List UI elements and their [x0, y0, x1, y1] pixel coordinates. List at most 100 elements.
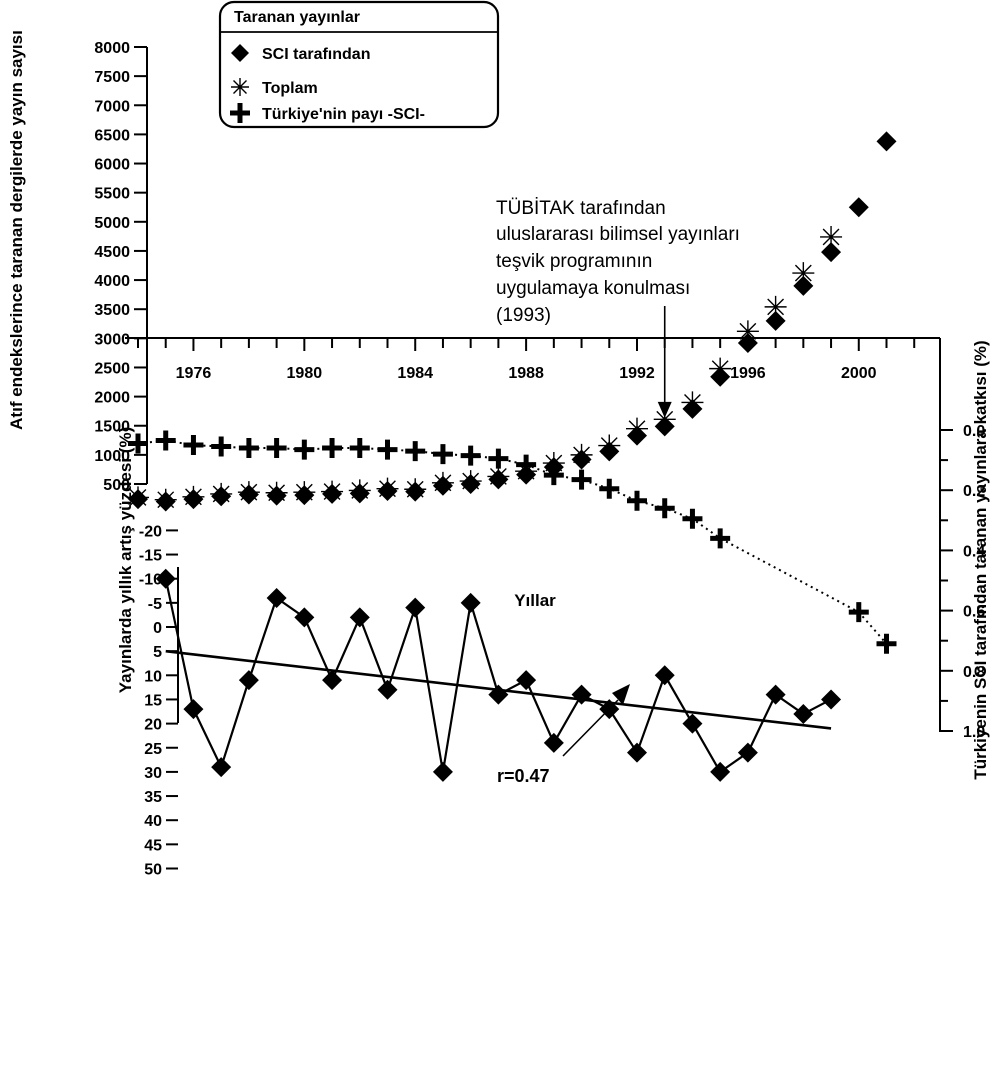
- trendline-r-label: r=0.47: [497, 766, 550, 786]
- turkiye-share-point: [543, 465, 564, 486]
- bottom-y-tick-label: 50: [144, 862, 162, 879]
- growth-point: [266, 588, 287, 609]
- bottom-y-axis-title: Yayınlarda yıllık artış yüzdesi (%): [116, 427, 135, 693]
- top-y-tick-label: 3000: [94, 331, 130, 348]
- sci-point: [294, 485, 315, 506]
- growth-point: [516, 670, 537, 691]
- x-axis-title: Yıllar: [514, 591, 556, 610]
- marker-layer: [127, 131, 897, 782]
- growth-point: [710, 761, 731, 782]
- sci-point: [848, 197, 869, 218]
- growth-point: [821, 689, 842, 710]
- turkiye-share-point: [710, 528, 731, 549]
- top-y-tick-label: 3500: [94, 302, 130, 319]
- top-y-tick-label: 5000: [94, 215, 130, 232]
- legend-entry-toplam: Toplam: [262, 80, 318, 97]
- turkiye-share-point: [460, 445, 481, 466]
- top-y-tick-label: 2000: [94, 390, 130, 407]
- sci-point: [821, 242, 842, 263]
- sci-point: [571, 449, 592, 470]
- legend-entry-turkiye-payi: Türkiye'nin payı -SCI-: [262, 106, 425, 123]
- sci-point: [516, 464, 537, 485]
- right-y-tick-label: 0.6: [963, 604, 985, 621]
- turkiye-share-point: [405, 441, 426, 462]
- bottom-y-tick-label: 35: [144, 789, 162, 806]
- bottom-y-tick-label: 20: [144, 717, 162, 734]
- right-y-tick-label: 0.0: [963, 423, 985, 440]
- growth-point: [405, 597, 426, 618]
- top-y-tick-label: 6000: [94, 157, 130, 174]
- turkiye-share-point: [876, 633, 897, 654]
- sci-point: [654, 416, 675, 437]
- sci-point: [349, 483, 370, 504]
- turkiye-share-point: [238, 438, 259, 459]
- sci-point: [322, 483, 343, 504]
- top-left-y-ticks: 500 1000 1500 2000 2500 3000 3500 4000 4500 5000 5…: [94, 40, 147, 494]
- growth-point: [322, 670, 343, 691]
- growth-point: [682, 713, 703, 734]
- growth-point: [183, 699, 204, 720]
- growth-point: [571, 684, 592, 705]
- annotation-line-3: teşvik programının: [496, 251, 652, 272]
- turkiye-share-point: [627, 490, 647, 511]
- sci-point: [266, 485, 287, 506]
- growth-point: [294, 607, 315, 628]
- toplam-point: [820, 225, 843, 248]
- sci-point: [155, 491, 176, 512]
- bottom-y-tick-label: 5: [153, 644, 162, 661]
- growth-point: [460, 592, 481, 613]
- top-y-tick-label: 1000: [94, 448, 130, 465]
- growth-point: [488, 684, 509, 705]
- growth-point: [211, 757, 232, 778]
- sci-point: [765, 310, 786, 331]
- turkiye-share-line: [137, 439, 888, 645]
- sci-point: [238, 484, 259, 505]
- right-y-tick-label: 0.8: [963, 664, 985, 681]
- turkiye-share-point: [377, 439, 398, 460]
- legend-entry-sci: SCI tarafından: [262, 46, 370, 63]
- top-y-tick-label: 4500: [94, 244, 130, 261]
- top-y-tick-label: 5500: [94, 186, 130, 203]
- turkiye-share-point: [183, 435, 204, 456]
- turkiye-share-point: [155, 430, 176, 451]
- turkiye-share-point: [571, 469, 592, 490]
- tubitak-annotation: TÜBİTAK tarafından uluslararası bilimsel…: [496, 198, 740, 326]
- sci-point: [405, 481, 426, 502]
- annotation-line-1: TÜBİTAK tarafından: [496, 198, 666, 219]
- bottom-y-tick-label: -5: [148, 596, 162, 613]
- bottom-left-y-ticks: -20 -15 -10 -5 0 5 10 15 20 25 30 35 40 45 50: [139, 523, 178, 879]
- turkiye-share-point: [488, 448, 509, 469]
- legend-frame: [218, 0, 500, 129]
- bottom-y-tick-label: -10: [139, 572, 162, 589]
- turkiye-share-point: [211, 436, 232, 457]
- legend-asterisk-icon: [231, 78, 249, 96]
- sci-point: [377, 480, 398, 501]
- x-tick-label: 2000: [841, 365, 877, 382]
- growth-point: [793, 703, 814, 724]
- legend-title: Taranan yayınlar: [234, 9, 360, 26]
- growth-point: [377, 679, 398, 700]
- bottom-y-tick-label: 0: [153, 620, 162, 637]
- bottom-right-y-axis: 0.0 0.2 0.4 0.6 0.8 1.0: [939, 338, 985, 741]
- sci-point: [183, 489, 204, 510]
- top-y-tick-label: 500: [103, 477, 130, 494]
- growth-point: [737, 742, 758, 763]
- top-y-tick-label: 1500: [94, 419, 130, 436]
- sci-point: [793, 275, 814, 296]
- annotation-line-5: (1993): [496, 305, 551, 326]
- turkiye-share-point: [654, 498, 675, 519]
- bottom-right-y-ticks: 0.0 0.2 0.4 0.6 0.8 1.0: [940, 423, 985, 741]
- turkiye-share-point: [516, 454, 537, 475]
- sci-point: [710, 366, 731, 387]
- bottom-y-tick-label: 45: [144, 837, 162, 854]
- x-tick-label: 1988: [508, 365, 544, 382]
- sci-point: [682, 398, 703, 419]
- x-axis: 1976 1980 1984 1988 1992 1996 2000: [125, 337, 940, 382]
- turkiye-share-point: [266, 438, 287, 459]
- sci-point: [211, 486, 232, 507]
- legend: Taranan yayınlar SCI tarafından Toplam T…: [218, 0, 500, 129]
- legend-plus-icon: [230, 103, 250, 123]
- growth-point: [155, 568, 176, 589]
- growth-point: [238, 670, 259, 691]
- growth-point: [432, 761, 453, 782]
